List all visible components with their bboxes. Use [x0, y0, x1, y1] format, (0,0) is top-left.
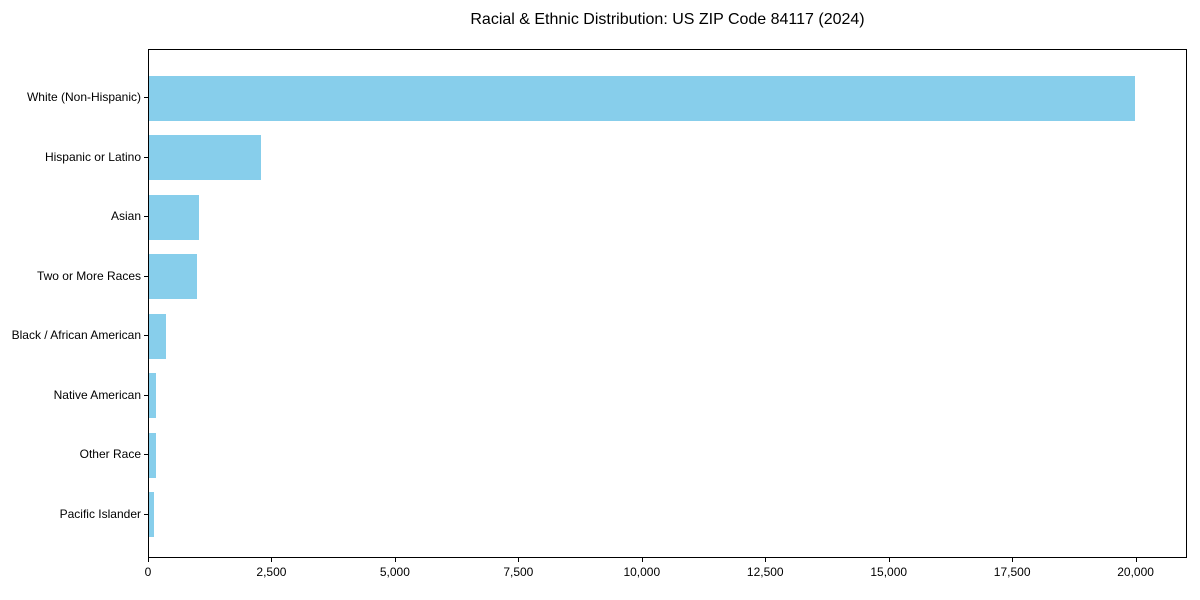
- x-tick-mark: [271, 558, 273, 562]
- bar-white-non-hispanic: [149, 75, 1135, 121]
- y-tick-label: White (Non-Hispanic): [26, 90, 141, 104]
- x-tick-mark: [518, 558, 520, 562]
- x-tick-label: 17,500: [993, 565, 1031, 579]
- bar-other-race: [149, 432, 156, 478]
- x-tick-mark: [888, 558, 890, 562]
- y-tick-label: Black / African American: [11, 328, 141, 342]
- x-tick-label: 20,000: [1117, 565, 1154, 579]
- y-tick-mark: [144, 394, 148, 396]
- x-tick-label: 0: [144, 565, 152, 579]
- bar-hispanic-or-latino: [149, 135, 261, 180]
- y-tick-mark: [144, 156, 148, 158]
- x-tick-label: 12,500: [746, 565, 784, 579]
- x-tick-mark: [765, 558, 767, 562]
- y-tick-label: Pacific Islander: [59, 506, 141, 521]
- y-tick-label: Hispanic or Latino: [44, 149, 141, 164]
- x-tick-label: 10,000: [623, 565, 661, 579]
- bar-two-or-more-races: [149, 254, 198, 299]
- x-tick-mark: [1135, 558, 1137, 562]
- plot-area: [148, 49, 1187, 558]
- y-tick-mark: [144, 454, 148, 455]
- bar-black-african-american: [149, 313, 166, 359]
- y-tick-mark: [144, 216, 148, 217]
- y-tick-label: Two or More Races: [36, 268, 141, 283]
- bar-native-american: [149, 373, 156, 418]
- chart-title: Racial & Ethnic Distribution: US ZIP Cod…: [470, 11, 865, 28]
- y-tick-mark: [144, 275, 148, 277]
- x-tick-mark: [641, 558, 643, 562]
- x-tick-label: 5,000: [379, 565, 410, 579]
- x-tick-label: 2,500: [256, 565, 287, 579]
- x-tick-mark: [1012, 558, 1014, 562]
- x-tick-label: 7,500: [503, 565, 534, 579]
- x-tick-mark: [148, 558, 149, 562]
- y-tick-mark: [144, 97, 148, 98]
- bar-pacific-islander: [149, 492, 155, 537]
- y-tick-label: Asian: [110, 209, 141, 223]
- x-tick-mark: [394, 558, 396, 562]
- y-tick-label: Other Race: [79, 447, 141, 461]
- x-tick-label: 15,000: [870, 565, 908, 579]
- y-tick-mark: [144, 335, 148, 336]
- y-tick-mark: [144, 513, 148, 515]
- y-tick-label: Native American: [53, 387, 141, 402]
- bar-asian: [149, 194, 200, 240]
